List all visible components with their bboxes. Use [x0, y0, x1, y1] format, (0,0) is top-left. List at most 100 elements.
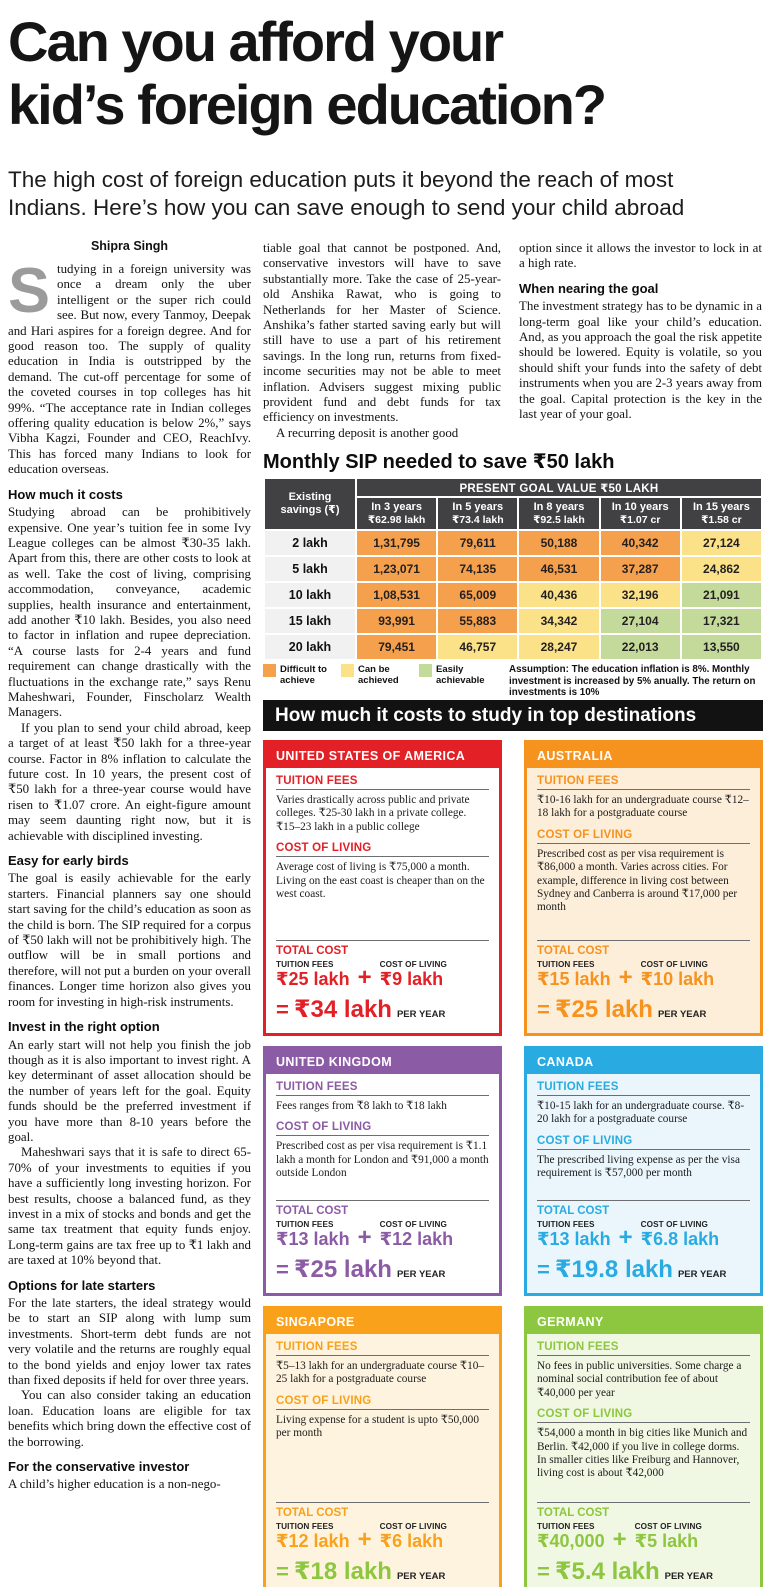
cost-of-living-value: ₹12 lakh	[379, 1229, 454, 1249]
existing-savings-header: Existing savings (₹)	[265, 479, 355, 529]
tuition-fees-heading: TUITION FEES	[276, 1081, 489, 1096]
sip-cell: 21,091	[681, 583, 761, 607]
column-header-value: ₹1.58 cr	[701, 514, 742, 526]
column-header: In 8 years ₹92.5 lakh	[519, 498, 599, 529]
sip-row-label: 10 lakh	[265, 583, 355, 607]
per-year-label: PER YEAR	[396, 1571, 446, 1582]
total-cost-heading: TOTAL COST	[276, 1507, 349, 1519]
cost-of-living-value: ₹9 lakh	[379, 969, 444, 989]
total-cost-section: TOTAL COST TUITION FEES ₹25 lakh + COST …	[276, 940, 489, 1024]
total-cost-section: TOTAL COST TUITION FEES ₹13 lakh + COST …	[276, 1200, 489, 1284]
tuition-fees-value: ₹25 lakh	[276, 969, 350, 989]
section-heading-nearing-goal: When nearing the goal	[519, 280, 659, 296]
article-paragraph: If you plan to send your child abroad, k…	[8, 720, 251, 843]
country-card-title: GERMANY	[527, 1309, 760, 1334]
sip-cell: 13,550	[681, 635, 761, 659]
cost-of-living-item: COST OF LIVING ₹12 lakh	[380, 1220, 454, 1249]
legend-item-can-be-achieved: Can be achieved	[341, 664, 410, 686]
legend-swatch-can-be-achieved	[341, 664, 354, 677]
total-cost-breakdown: TUITION FEES ₹40,000 + COST OF LIVING ₹5…	[537, 1522, 750, 1553]
total-cost-value: ₹25 lakh	[293, 1256, 392, 1283]
tuition-fees-value: ₹15 lakh	[537, 969, 611, 989]
cost-of-living-text: Average cost of living is ₹75,000 a mont…	[276, 861, 485, 901]
tuition-fees-text: Fees ranges from ₹8 lakh to ₹18 lakh	[276, 1100, 447, 1112]
tuition-fees-heading: TUITION FEES	[537, 1341, 750, 1356]
country-card-body: TUITION FEES ₹10-15 lakh for an undergra…	[527, 1074, 760, 1293]
sip-row-label: 15 lakh	[265, 609, 355, 633]
dropcap: S	[8, 262, 51, 326]
cost-of-living-heading: COST OF LIVING	[276, 1395, 489, 1410]
sip-cell: 34,342	[519, 609, 599, 633]
intro-text: tudying in a foreign university was once…	[8, 262, 251, 477]
country-card-singapore: SINGAPORE TUITION FEES ₹5–13 lakh for an…	[263, 1306, 502, 1587]
sip-cell: 50,188	[519, 531, 599, 555]
total-cost-breakdown: TUITION FEES ₹13 lakh + COST OF LIVING ₹…	[276, 1220, 489, 1251]
tuition-fees-text: ₹10-15 lakh for an undergraduate course.…	[537, 1100, 745, 1126]
plus-sign: +	[357, 1224, 372, 1251]
article-paragraph: An early start will not help you finish …	[8, 1037, 251, 1144]
per-year-label: PER YEAR	[677, 1269, 727, 1280]
legend-label: Difficult to achieve	[280, 664, 327, 686]
cost-of-living-item: COST OF LIVING ₹6 lakh	[380, 1522, 447, 1551]
column-header-years: In 3 years	[371, 501, 422, 513]
column-header-value: ₹62.98 lakh	[367, 514, 426, 526]
plus-sign: +	[612, 1526, 627, 1553]
total-cost-heading: TOTAL COST	[537, 1507, 610, 1519]
total-cost-section: TOTAL COST TUITION FEES ₹15 lakh + COST …	[537, 940, 750, 1024]
goal-value-header: PRESENT GOAL VALUE ₹50 LAKH	[357, 479, 761, 496]
column-header-value: ₹1.07 cr	[619, 514, 661, 526]
per-year-label: PER YEAR	[396, 1009, 446, 1020]
section-heading-invest-right: Invest in the right option	[8, 1019, 160, 1035]
tuition-fees-item: TUITION FEES ₹13 lakh	[537, 1220, 611, 1249]
sip-cell: 17,321	[681, 609, 761, 633]
sip-cell: 40,436	[519, 583, 599, 607]
sip-row-label: 5 lakh	[265, 557, 355, 581]
article-paragraph: Maheshwari says that it is safe to direc…	[8, 1145, 251, 1268]
tuition-fees-text: No fees in public universities. Some cha…	[537, 1360, 742, 1399]
cost-of-living-value: ₹10 lakh	[640, 969, 715, 989]
total-cost-value: ₹5.4 lakh	[554, 1558, 660, 1585]
article-column-middle: tiable goal that cannot be postponed. An…	[263, 241, 501, 453]
cost-of-living-heading: COST OF LIVING	[537, 1408, 750, 1424]
article-paragraph: For the late starters, the ideal strateg…	[8, 1296, 251, 1388]
column-header: In 10 years ₹1.07 cr	[600, 498, 680, 529]
column-header-row: In 3 years ₹62.98 lakh In 5 years ₹73.4 la…	[265, 498, 761, 529]
country-card-body: TUITION FEES Fees ranges from ₹8 lakh to…	[266, 1074, 499, 1293]
sip-cell: 28,247	[519, 635, 599, 659]
tuition-fees-text: ₹5–13 lakh for an undergraduate course ₹…	[276, 1360, 485, 1386]
cost-of-living-text: Prescribed cost as per visa requirement …	[537, 847, 738, 914]
total-per-year-row: = ₹34 lakh PER YEAR	[276, 995, 489, 1024]
cost-of-living-heading: COST OF LIVING	[276, 1121, 489, 1137]
byline: Shipra Singh	[90, 239, 169, 253]
cost-of-living-text: The prescribed living expense as per the…	[537, 1153, 740, 1180]
total-per-year-row: = ₹25 lakh PER YEAR	[276, 1255, 489, 1284]
total-cost-breakdown: TUITION FEES ₹15 lakh + COST OF LIVING ₹…	[537, 960, 750, 991]
country-card-body: TUITION FEES ₹5–13 lakh for an undergrad…	[266, 1334, 499, 1587]
country-card-usa: UNITED STATES OF AMERICA TUITION FEES Va…	[263, 740, 502, 1036]
cost-of-living-value: ₹5 lakh	[634, 1531, 699, 1551]
cost-of-living-item: COST OF LIVING ₹6.8 lakh	[641, 1220, 720, 1249]
per-year-label: PER YEAR	[657, 1009, 707, 1020]
destinations-banner: How much it costs to study in top destin…	[263, 700, 763, 731]
cost-of-living-text: Living expense for a student is upto ₹50…	[276, 1413, 479, 1440]
total-cost-heading: TOTAL COST	[276, 1205, 349, 1217]
per-year-label: PER YEAR	[664, 1571, 714, 1582]
total-per-year-row: = ₹18 lakh PER YEAR	[276, 1557, 489, 1586]
cost-of-living-item: COST OF LIVING ₹10 lakh	[641, 960, 715, 989]
total-cost-heading: TOTAL COST	[537, 945, 610, 957]
tuition-fees-text: ₹10-16 lakh for an undergraduate course …	[537, 794, 749, 820]
tuition-fees-label: TUITION FEES	[537, 1522, 595, 1531]
country-card-australia: AUSTRALIA TUITION FEES ₹10-16 lakh for a…	[524, 740, 763, 1036]
legend-swatch-difficult	[263, 664, 276, 677]
equals-sign: =	[537, 1559, 550, 1584]
sip-row: 15 lakh 93,991 55,883 34,342 27,104 17,3…	[265, 609, 761, 633]
tuition-fees-heading: TUITION FEES	[537, 1081, 750, 1096]
destination-cards-grid: UNITED STATES OF AMERICA TUITION FEES Va…	[263, 740, 763, 1587]
plus-sign: +	[618, 964, 633, 991]
plus-sign: +	[357, 1526, 372, 1553]
country-card-body: TUITION FEES Varies drastically across p…	[266, 768, 499, 1033]
sip-cell: 27,124	[681, 531, 761, 555]
plus-sign: +	[618, 1224, 633, 1251]
per-year-label: PER YEAR	[396, 1269, 446, 1280]
